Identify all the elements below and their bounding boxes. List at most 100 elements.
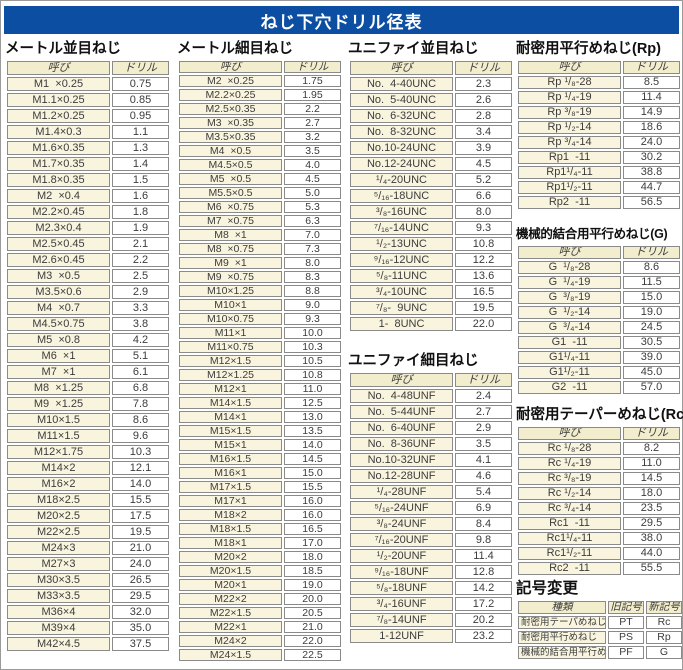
table-row: M5 ×0.5 4.5 xyxy=(179,173,341,185)
table-row: Rp1¹/₂-11 44.7 xyxy=(518,181,680,194)
column-header: 呼び xyxy=(518,61,621,74)
thread-name-cell: Rc ¹/₈-28 xyxy=(518,442,621,455)
drill-value-cell: 20.5 xyxy=(284,607,341,619)
table-row: G ¹/₂-14 19.0 xyxy=(518,306,680,319)
drill-value-cell: 16.0 xyxy=(284,509,341,521)
drill-value-cell: 15.0 xyxy=(623,291,680,304)
table-row: G1¹/₄-11 39.0 xyxy=(518,351,680,364)
drill-value-cell: 4.6 xyxy=(455,469,512,483)
thread-name-cell: ³/₄-16UNF xyxy=(350,597,453,611)
drill-value-cell: 19.5 xyxy=(455,301,512,315)
table-row: M10×1 9.0 xyxy=(179,299,341,311)
drill-value-cell: PT xyxy=(608,616,644,629)
table-row: M3.5×0.6 2.9 xyxy=(7,285,169,299)
drill-value-cell: 12.2 xyxy=(455,253,512,267)
table-row: M11×1 10.0 xyxy=(179,327,341,339)
thread-name-cell: M2.3×0.4 xyxy=(7,221,110,235)
drill-value-cell: 14.2 xyxy=(455,581,512,595)
drill-value-cell: 10.8 xyxy=(455,237,512,251)
drill-value-cell: 4.2 xyxy=(112,333,169,347)
drill-value-cell: 2.4 xyxy=(455,389,512,403)
drill-value-cell: 2.3 xyxy=(455,77,512,91)
drill-value-cell: 9.6 xyxy=(112,429,169,443)
drill-value-cell: 44.7 xyxy=(623,181,680,194)
column-header: 新記号 xyxy=(646,601,682,614)
thread-name-cell: ⁷/₁₆-20UNF xyxy=(350,533,453,547)
drill-value-cell: 14.0 xyxy=(284,439,341,451)
column-metric-fine: メートル細目ねじ 呼び ドリル M2 ×0.25 1.75 M2.2×0.25 1.95 M… xyxy=(177,39,343,663)
table-row: Rc1¹/₂-11 44.0 xyxy=(518,547,680,560)
thread-name-cell: M39×4 xyxy=(7,621,110,635)
drill-value-cell: 1.1 xyxy=(112,125,169,139)
thread-name-cell: G ¹/₄-19 xyxy=(518,276,621,289)
title-bar: ねじ下穴ドリル径表 xyxy=(4,6,679,34)
drill-value-cell: 9.3 xyxy=(284,313,341,325)
table-row: Rc1 -11 29.5 xyxy=(518,517,680,530)
table-row: M2.5×0.35 2.2 xyxy=(179,103,341,115)
thread-name-cell: M5.5×0.5 xyxy=(179,187,282,199)
drill-value-cell: 6.3 xyxy=(284,215,341,227)
drill-value-cell: 39.0 xyxy=(623,351,680,364)
thread-name-cell: Rp1¹/₂-11 xyxy=(518,181,621,194)
drill-value-cell: 24.5 xyxy=(623,321,680,334)
thread-name-cell: M18×2.5 xyxy=(7,493,110,507)
table-row: M17×1 16.0 xyxy=(179,495,341,507)
table-row: ⁵/₁₆-18UNC 6.6 xyxy=(350,189,512,203)
thread-name-cell: No. 5-44UNF xyxy=(350,405,453,419)
drill-value-cell: 14.5 xyxy=(623,472,680,485)
thread-name-cell: M5 ×0.8 xyxy=(7,333,110,347)
column-header: 種類 xyxy=(518,601,606,614)
table-row: ⁵/₁₆-24UNF 6.9 xyxy=(350,501,512,515)
header-row: 種類 旧記号 新記号 xyxy=(518,601,682,614)
drill-value-cell: 4.0 xyxy=(284,159,341,171)
table-row: No. 8-36UNF 3.5 xyxy=(350,437,512,451)
table-row: Rc1¹/₄-11 38.0 xyxy=(518,532,680,545)
drill-value-cell: 18.0 xyxy=(284,551,341,563)
table-row: No.10-24UNC 3.9 xyxy=(350,141,512,155)
drill-value-cell: Rc xyxy=(646,616,682,629)
drill-value-cell: 2.2 xyxy=(112,253,169,267)
table-row: No. 5-40UNC 2.6 xyxy=(350,93,512,107)
table-row: M4.5×0.5 4.0 xyxy=(179,159,341,171)
table-row: ⁷/₈- 9UNC 19.5 xyxy=(350,301,512,315)
drill-value-cell: 4.5 xyxy=(455,157,512,171)
thread-name-cell: M8 ×0.75 xyxy=(179,243,282,255)
thread-name-cell: M2.6×0.45 xyxy=(7,253,110,267)
drill-value-cell: 6.1 xyxy=(112,365,169,379)
thread-name-cell: M24×1.5 xyxy=(179,649,282,661)
thread-name-cell: Rp ¹/₄-19 xyxy=(518,91,621,104)
header-row: 呼び ドリル xyxy=(518,427,680,440)
table-row: M5 ×0.8 4.2 xyxy=(7,333,169,347)
heading-symbol-change: 記号変更 xyxy=(516,580,579,597)
table-g-parallel: 呼び ドリル G ¹/₈-28 8.6 G ¹/₄-19 11.5 G ³/₈-19 15.0… xyxy=(516,244,682,396)
thread-name-cell: M20×1.5 xyxy=(179,565,282,577)
thread-name-cell: M5 ×0.5 xyxy=(179,173,282,185)
table-row: G1 -11 30.5 xyxy=(518,336,680,349)
drill-value-cell: 16.0 xyxy=(284,495,341,507)
drill-value-cell: 15.0 xyxy=(284,467,341,479)
column-header: 呼び xyxy=(350,61,453,75)
thread-name-cell: M4 ×0.7 xyxy=(7,301,110,315)
drill-value-cell: 3.8 xyxy=(112,317,169,331)
drill-value-cell: 11.0 xyxy=(284,383,341,395)
thread-name-cell: M15×1 xyxy=(179,439,282,451)
drill-value-cell: 8.4 xyxy=(455,517,512,531)
thread-name-cell: ³/₈-16UNC xyxy=(350,205,453,219)
thread-name-cell: M27×3 xyxy=(7,557,110,571)
drill-value-cell: 15.5 xyxy=(112,493,169,507)
thread-name-cell: M20×1 xyxy=(179,579,282,591)
thread-name-cell: ⁷/₁₆-14UNC xyxy=(350,221,453,235)
table-row: M7 ×0.75 6.3 xyxy=(179,215,341,227)
table-row: M16×1 15.0 xyxy=(179,467,341,479)
thread-name-cell: M22×2.5 xyxy=(7,525,110,539)
drill-value-cell: 6.8 xyxy=(112,381,169,395)
drill-value-cell: G xyxy=(646,646,682,659)
thread-name-cell: M15×1.5 xyxy=(179,425,282,437)
thread-name-cell: Rp2 -11 xyxy=(518,196,621,209)
drill-value-cell: 24.0 xyxy=(623,136,680,149)
thread-name-cell: 耐密用平行めねじ xyxy=(518,631,606,644)
drill-value-cell: 17.5 xyxy=(112,509,169,523)
thread-name-cell: M7 ×1 xyxy=(7,365,110,379)
drill-value-cell: 13.5 xyxy=(284,425,341,437)
table-row: M2.6×0.45 2.2 xyxy=(7,253,169,267)
